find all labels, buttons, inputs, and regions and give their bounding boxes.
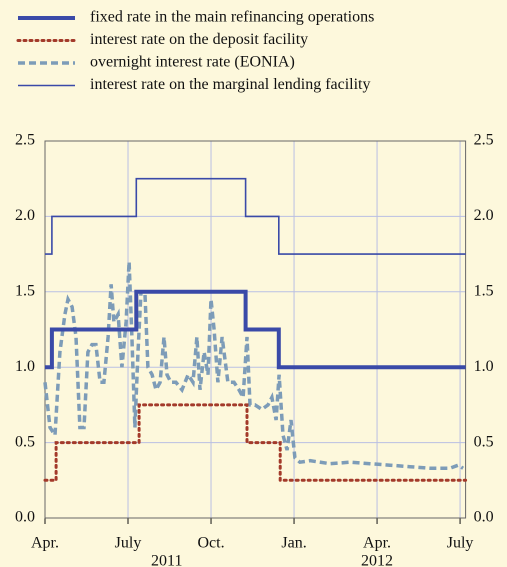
y-tick-label: 2.5 <box>15 132 35 149</box>
series-line <box>43 403 468 482</box>
plot-frame <box>44 140 467 519</box>
x-tick-label: Apr. <box>363 535 391 552</box>
series-line <box>43 261 465 470</box>
y-tick-label-right: 2.5 <box>474 132 494 149</box>
x-tick-label: July <box>447 535 474 552</box>
y-tick-label-right: 1.5 <box>474 282 494 299</box>
x-tick-label: Jan. <box>281 535 306 552</box>
legend-label: fixed rate in the main refinancing opera… <box>90 9 374 26</box>
y-tick-label: 1.5 <box>15 282 35 299</box>
legend-label: interest rate on the marginal lending fa… <box>90 76 371 93</box>
y-tick-label: 1.0 <box>15 358 35 375</box>
x-tick-label: Oct. <box>197 535 224 552</box>
y-tick-label-right: 0.0 <box>474 509 494 526</box>
legend-label: interest rate on the deposit facility <box>90 31 308 48</box>
year-label: 2011 <box>151 553 182 567</box>
legend-label: overnight interest rate (EONIA) <box>90 54 295 71</box>
y-tick-label-right: 0.5 <box>474 433 494 450</box>
y-tick-label-right: 1.0 <box>474 358 494 375</box>
series-line <box>45 289 466 370</box>
y-tick-label: 2.0 <box>15 207 35 224</box>
y-tick-label: 0.0 <box>15 509 35 526</box>
y-tick-label: 0.5 <box>15 433 35 450</box>
y-tick-label-right: 2.0 <box>474 207 494 224</box>
x-tick-label: July <box>115 535 142 552</box>
series-line <box>45 177 466 255</box>
year-label: 2012 <box>361 553 393 567</box>
x-tick-label: Apr. <box>31 535 59 552</box>
